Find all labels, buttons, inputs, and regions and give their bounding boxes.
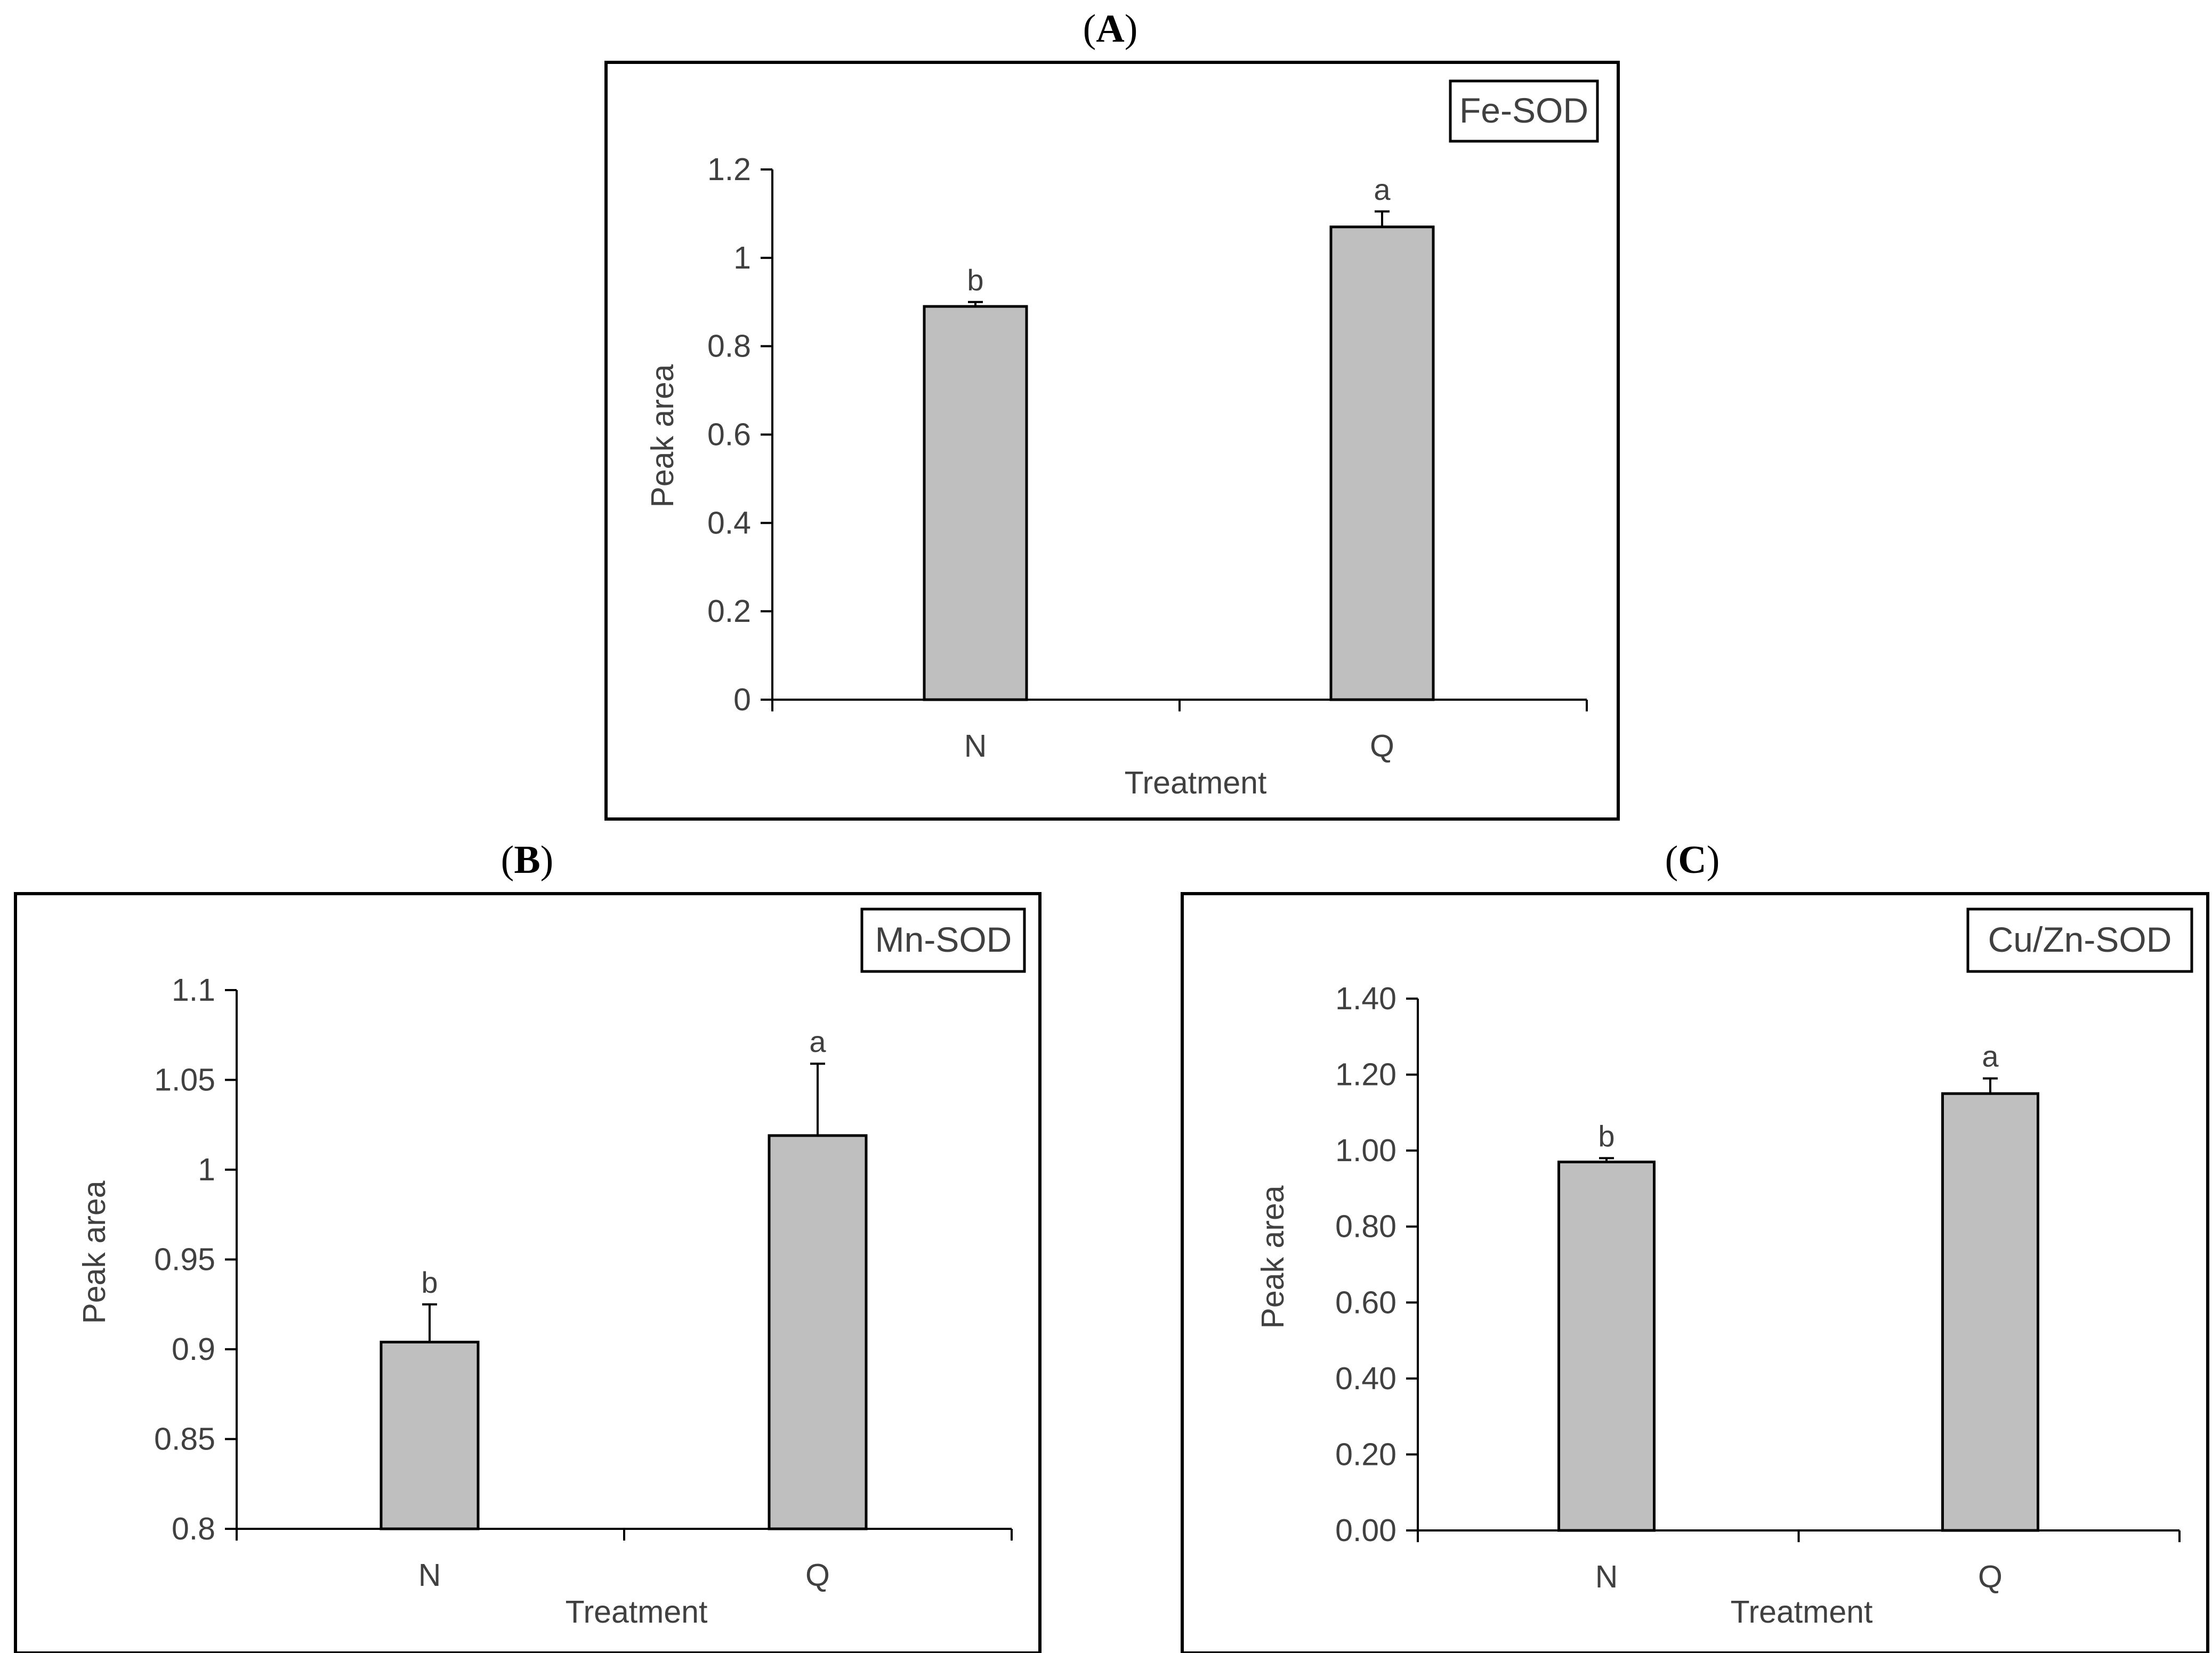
y-tick-label: 0.6 (707, 417, 751, 452)
panel-title-a: Fe-SOD (1459, 91, 1588, 130)
panel-label-a: (A) (1083, 7, 1138, 51)
y-tick-label: 1 (198, 1152, 215, 1187)
y-tick-label: 0.85 (154, 1422, 215, 1457)
y-tick-label: 1.00 (1335, 1133, 1396, 1168)
bar (923, 305, 1028, 701)
x-axis-label-a: Treatment (1125, 765, 1267, 800)
panel-title-c: Cu/Zn-SOD (1988, 920, 2172, 959)
bar (768, 1134, 868, 1530)
y-tick-label: 1.2 (707, 152, 751, 187)
y-tick-label: 0.8 (707, 329, 751, 364)
bars-c: ba (1557, 1040, 2039, 1532)
significance-label: b (967, 263, 983, 297)
bar (380, 1341, 480, 1530)
bar (1329, 225, 1435, 701)
panel-frame-a (604, 61, 1620, 821)
y-tick-label: 0.95 (154, 1242, 215, 1277)
y-axis-label-a: Peak area (645, 364, 680, 507)
x-tick-label: Q (1978, 1559, 2003, 1594)
x-axis-label-c: Treatment (1731, 1594, 1873, 1630)
panel-frame-b (14, 892, 1042, 1653)
y-tick-label: 1 (733, 240, 751, 276)
y-tick-label: 1.20 (1335, 1057, 1396, 1092)
y-tick-label: 0.8 (172, 1511, 215, 1546)
x-tick-label: N (964, 728, 987, 764)
x-tick-label: Q (805, 1558, 830, 1593)
chart-panel-c: (C) Cu/Zn-SOD 0.00 0.20 0.40 0.60 0.80 1.00 1.… (1181, 838, 2209, 1653)
y-tick-label: 1.1 (172, 973, 215, 1008)
y-axis-label-c: Peak area (1255, 1185, 1290, 1328)
y-tick-label: 1.05 (154, 1063, 215, 1098)
y-tick-label: 0.20 (1335, 1437, 1396, 1472)
bars-b: ba (380, 1025, 868, 1530)
panel-title-b: Mn-SOD (875, 920, 1012, 959)
y-tick-label: 0.00 (1335, 1513, 1396, 1548)
y-tick-label: 0.40 (1335, 1361, 1396, 1396)
y-tick-label: 0 (733, 682, 751, 717)
significance-label: b (1598, 1119, 1614, 1153)
y-axis-c: 0.00 0.20 0.40 0.60 0.80 1.00 1.20 1.40 (1335, 981, 1419, 1548)
significance-label: b (421, 1266, 438, 1299)
bars-a: ba (923, 173, 1435, 701)
y-tick-label: 0.80 (1335, 1209, 1396, 1244)
y-tick-label: 1.40 (1335, 981, 1396, 1016)
significance-label: a (1374, 173, 1391, 206)
x-axis-label-b: Treatment (566, 1594, 708, 1630)
significance-label: a (1982, 1040, 1999, 1073)
significance-label: a (809, 1025, 826, 1058)
y-axis-a: 0 0.2 0.4 0.6 0.8 1 1.2 (707, 152, 773, 717)
panel-label-c: (C) (1665, 838, 1720, 882)
x-tick-label: N (418, 1558, 441, 1593)
x-tick-label: N (1595, 1559, 1618, 1594)
y-axis-label-b: Peak area (77, 1180, 112, 1324)
panel-label-b: (B) (501, 838, 554, 882)
y-tick-label: 0.9 (172, 1332, 215, 1367)
panel-title-box-c (1966, 907, 2193, 973)
bar (1941, 1092, 2039, 1532)
panel-title-box-b (860, 907, 1026, 973)
y-tick-label: 0.60 (1335, 1285, 1396, 1320)
x-tick-label: Q (1370, 728, 1394, 764)
y-tick-label: 0.4 (707, 505, 751, 540)
panel-frame-c (1181, 892, 2209, 1653)
y-tick-label: 0.2 (707, 594, 751, 629)
bar (1557, 1161, 1656, 1532)
panel-title-box-a (1449, 79, 1599, 143)
y-axis-b: 0.8 0.85 0.9 0.95 1 1.05 1.1 (154, 973, 238, 1546)
